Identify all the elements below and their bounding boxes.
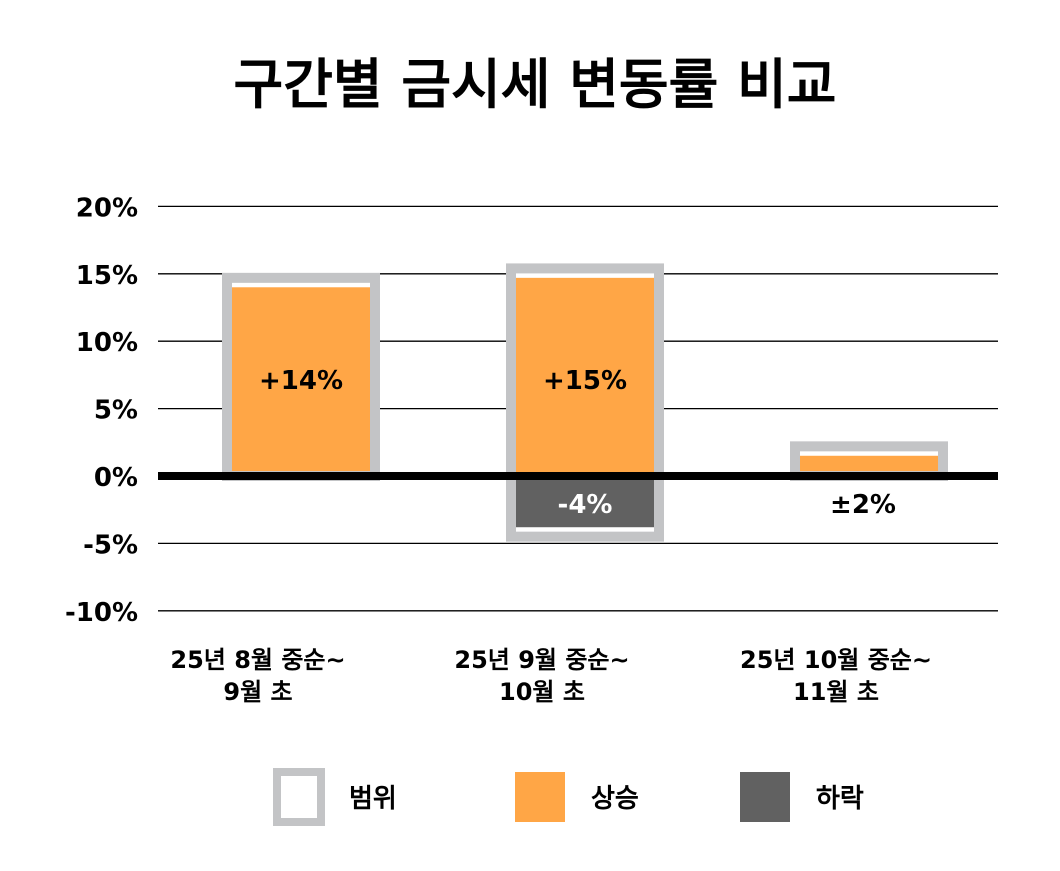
y-tick-label: 5% xyxy=(94,396,138,426)
x-tick-label: 9월 초 xyxy=(223,678,292,706)
y-tick-label: 15% xyxy=(76,261,138,291)
rise-bar xyxy=(800,455,938,471)
chart-title: 구간별 금시세 변동률 비교 xyxy=(234,53,837,116)
y-tick-label: 0% xyxy=(94,463,138,493)
data-label: -4% xyxy=(558,490,613,520)
y-tick-label: -10% xyxy=(65,598,138,628)
legend-swatch xyxy=(740,772,790,822)
x-tick-label: 11월 초 xyxy=(793,678,879,706)
legend-swatch-range xyxy=(273,768,325,826)
data-label: +15% xyxy=(543,366,627,396)
legend-label: 범위 xyxy=(349,784,397,814)
rise-bar xyxy=(516,277,654,476)
legend-swatch xyxy=(515,772,565,822)
data-label: ±2% xyxy=(830,490,896,520)
legend-label: 하락 xyxy=(816,784,864,814)
data-label: +14% xyxy=(259,366,343,396)
legend-label: 상승 xyxy=(591,784,639,814)
x-tick-label: 25년 9월 중순~ xyxy=(454,646,629,674)
x-tick-label: 25년 10월 중순~ xyxy=(740,646,932,674)
y-tick-label: -5% xyxy=(83,530,138,560)
x-tick-label: 10월 초 xyxy=(499,678,585,706)
fall-bar xyxy=(516,476,654,528)
y-tick-label: 20% xyxy=(76,193,138,223)
rise-bar xyxy=(232,287,370,471)
y-tick-label: 10% xyxy=(76,328,138,358)
x-tick-label: 25년 8월 중순~ xyxy=(170,646,345,674)
